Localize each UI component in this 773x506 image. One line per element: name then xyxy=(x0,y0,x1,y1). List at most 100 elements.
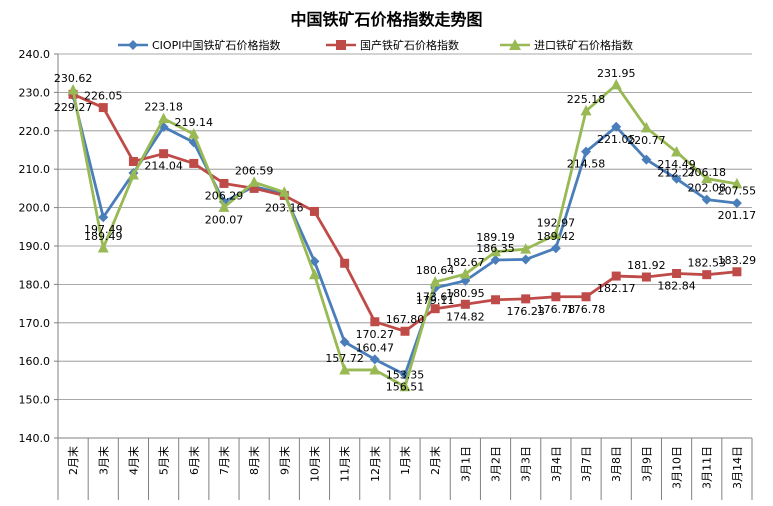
data-label: 160.47 xyxy=(356,341,395,354)
data-label: 203.16 xyxy=(265,201,304,214)
y-tick-label: 220.0 xyxy=(19,125,51,138)
y-tick-label: 200.0 xyxy=(19,202,51,215)
data-point xyxy=(702,270,712,280)
y-tick-label: 210.0 xyxy=(19,163,51,176)
data-point xyxy=(430,304,440,314)
data-point xyxy=(97,241,109,253)
data-point xyxy=(550,228,562,240)
x-tick-label: 10月末 xyxy=(307,446,321,482)
data-label: 182.17 xyxy=(597,282,636,295)
x-tick-label: 3月10日 xyxy=(671,446,684,489)
data-label: 153.35 xyxy=(386,369,425,382)
data-point xyxy=(459,268,471,279)
data-label: 181.92 xyxy=(627,259,666,272)
data-label: 157.72 xyxy=(325,352,364,365)
data-point xyxy=(249,183,259,193)
data-point xyxy=(520,254,531,265)
data-point xyxy=(491,295,501,305)
data-point xyxy=(731,177,743,189)
chart-title: 中国铁矿石价格指数走势图 xyxy=(290,10,483,29)
data-point xyxy=(610,78,622,90)
x-tick-label: 3月11日 xyxy=(701,446,714,489)
data-label: 182.53 xyxy=(687,257,726,270)
data-label: 182.84 xyxy=(657,279,696,292)
data-label: 176.78 xyxy=(567,303,606,316)
data-point xyxy=(340,258,350,268)
data-point xyxy=(701,194,712,205)
data-label: 206.59 xyxy=(235,164,274,177)
data-point xyxy=(128,157,138,167)
y-tick-label: 180.0 xyxy=(19,278,51,291)
y-tick-label: 190.0 xyxy=(19,240,51,253)
data-label: 179.11 xyxy=(416,294,455,307)
legend: CIOPI中国铁矿石价格指数 国产铁矿石价格指数 进口铁矿石价格指数 xyxy=(0,36,773,54)
data-point xyxy=(127,168,139,180)
data-point xyxy=(520,243,532,254)
y-tick-label: 150.0 xyxy=(19,394,51,407)
data-point xyxy=(732,267,742,277)
data-label: 174.82 xyxy=(446,310,485,323)
data-label: 223.18 xyxy=(144,101,183,114)
x-tick-label: 6月末 xyxy=(187,446,201,475)
data-point xyxy=(611,121,622,132)
data-label: 189.19 xyxy=(476,231,515,244)
data-point xyxy=(581,146,592,157)
x-tick-label: 3月9日 xyxy=(640,446,653,482)
data-label: 176.78 xyxy=(537,303,576,316)
data-point xyxy=(189,158,199,168)
data-point xyxy=(550,243,561,254)
x-tick-labels: 2月末 3月末 4月末 5月末 6月末 7月末 8月末 9月末 10月末 11月末 12月末 1月末 2… xyxy=(66,446,744,489)
series-lines xyxy=(67,78,743,392)
data-label: 221.05 xyxy=(597,133,636,146)
data-point xyxy=(490,255,501,266)
y-tick-label: 160.0 xyxy=(19,355,51,368)
legend-marker-domestic xyxy=(326,40,356,50)
x-tick-label: 5月末 xyxy=(157,446,171,475)
data-label: 173.67 xyxy=(416,291,455,304)
data-point xyxy=(248,176,260,187)
x-tick-label: 4月末 xyxy=(126,446,140,475)
data-label: 180.95 xyxy=(446,287,485,300)
data-label: 226.05 xyxy=(84,90,123,103)
x-tick-label: 7月末 xyxy=(217,446,231,475)
x-tick-label: 3月1日 xyxy=(459,446,472,482)
data-label: 230.62 xyxy=(54,72,93,85)
data-label: 176.23 xyxy=(506,305,545,318)
y-tick-label: 140.0 xyxy=(19,432,51,445)
data-point xyxy=(98,103,108,113)
data-point xyxy=(339,337,350,347)
x-tick-label: 3月14日 xyxy=(731,446,744,489)
x-tick-label: 3月4日 xyxy=(550,446,563,482)
y-tick-labels: 140.0 150.0 160.0 170.0 180.0 190.0 200.0 210.0… xyxy=(19,48,51,445)
data-label: 201.17 xyxy=(718,209,757,222)
data-label: 231.95 xyxy=(597,67,636,80)
data-point xyxy=(400,326,410,336)
x-tick-label: 2月末 xyxy=(428,446,442,475)
y-tick-label: 230.0 xyxy=(19,86,51,99)
data-point xyxy=(98,212,109,223)
legend-label-domestic: 国产铁矿石价格指数 xyxy=(360,39,459,52)
x-tick-label: 1月末 xyxy=(398,446,412,475)
data-label: 186.35 xyxy=(476,242,515,255)
data-point xyxy=(641,272,651,282)
legend-marker-ciopi xyxy=(118,40,148,50)
data-point xyxy=(671,145,683,157)
data-label: 182.67 xyxy=(446,256,485,269)
data-label: 214.04 xyxy=(144,160,183,173)
data-label: 206.18 xyxy=(687,166,726,179)
data-label: 189.42 xyxy=(537,230,576,243)
data-label: 225.18 xyxy=(567,93,606,106)
data-point xyxy=(369,363,381,375)
data-point xyxy=(399,380,411,392)
data-label: 214.49 xyxy=(657,158,696,171)
legend-label-imported: 进口铁矿石价格指数 xyxy=(534,39,633,52)
data-label: 220.77 xyxy=(627,134,666,147)
data-point xyxy=(671,173,682,184)
data-point xyxy=(369,354,380,365)
data-label: 192.97 xyxy=(537,217,576,230)
data-point xyxy=(611,271,621,281)
data-label: 219.14 xyxy=(175,116,214,129)
x-tick-label: 8月末 xyxy=(247,446,261,475)
data-point xyxy=(218,201,230,212)
